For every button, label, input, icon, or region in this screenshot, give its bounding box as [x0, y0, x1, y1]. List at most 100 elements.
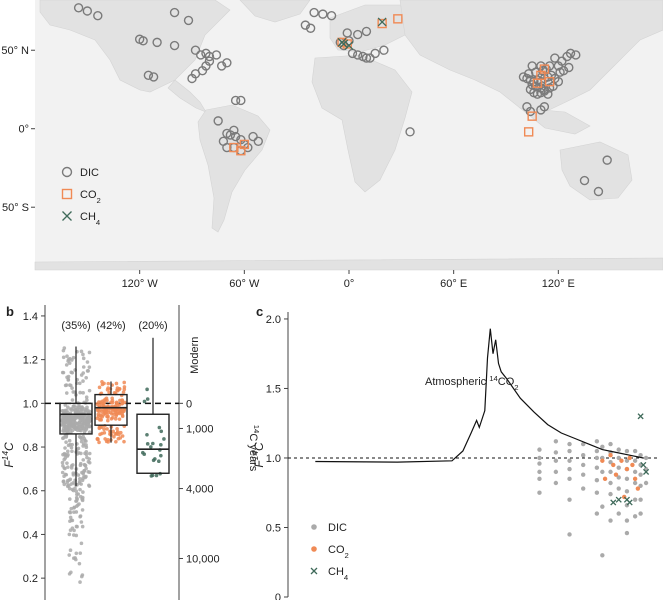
c-y-tick-label: 1.5: [266, 383, 281, 395]
b-point: [81, 490, 85, 494]
b-point: [117, 417, 122, 421]
c-y-tick-label: 2.0: [266, 314, 281, 326]
b-point: [83, 463, 87, 468]
c-point-dic: [594, 465, 600, 470]
map-point-dic: [211, 50, 222, 60]
b-point: [61, 479, 66, 483]
c-point-dic: [537, 469, 542, 475]
map-point-dic: [365, 53, 375, 63]
c-annotation: Atmospheric 14CO2: [425, 374, 519, 392]
antarctica: [34, 257, 663, 271]
b-point: [66, 449, 70, 454]
map-point-dic: [152, 37, 162, 48]
c-point-ch4: [626, 499, 633, 506]
b-point: [120, 398, 124, 402]
b-point: [69, 482, 73, 486]
b-point: [78, 580, 82, 584]
southeast-asia: [519, 107, 591, 135]
b-point: [83, 451, 87, 456]
map-point-dic: [187, 73, 197, 84]
c-point-dic: [537, 490, 542, 495]
map-point-dic: [342, 28, 352, 38]
b-point: [145, 442, 150, 446]
map-legend-marker-dic: [61, 166, 73, 178]
b-point: [74, 489, 79, 494]
c-point-dic: [600, 469, 605, 475]
map-axes: 120° W 60° W 0° 60° E 120° E 50° N 0° 50° S: [1, 45, 575, 290]
b-point: [122, 387, 127, 392]
c-point-dic: [600, 553, 605, 558]
b-point: [61, 409, 66, 413]
b-point: [84, 375, 88, 380]
c-y-tick-label: 1.0: [266, 453, 281, 465]
b-point: [149, 445, 153, 449]
b-point: [87, 430, 92, 435]
b-point: [104, 410, 109, 415]
africa: [311, 54, 413, 193]
b-point: [79, 439, 84, 444]
c-point-co2: [600, 458, 605, 463]
c-point-dic: [581, 472, 586, 477]
b-point: [81, 391, 85, 395]
c-point-dic: [624, 448, 630, 454]
b-point: [73, 556, 77, 560]
b-point: [79, 451, 83, 456]
map-x-tick-label: 0°: [344, 278, 355, 290]
map-point-co2: [239, 139, 250, 150]
map-point-dic: [216, 61, 227, 71]
b-point: [71, 463, 75, 467]
b-point: [78, 551, 83, 555]
b-point: [77, 428, 82, 432]
b-point: [76, 473, 81, 477]
c-y-tick-label: 0: [275, 592, 281, 600]
c-point-co2: [619, 458, 624, 463]
b-point: [68, 528, 73, 533]
map-point-dic: [553, 76, 564, 87]
c-point-dic: [600, 504, 605, 509]
b-point: [66, 465, 70, 469]
b-point: [70, 398, 75, 402]
b-point: [85, 405, 89, 410]
c-point-dic: [594, 439, 600, 444]
c-point-dic: [616, 455, 621, 461]
b-point: [118, 436, 123, 440]
map-point-dic: [253, 136, 263, 146]
b-point: [64, 440, 68, 444]
b-point: [69, 445, 74, 450]
c-point-dic: [638, 483, 643, 488]
b-point: [68, 427, 73, 432]
map-point-dic: [602, 155, 612, 165]
b-point: [70, 370, 75, 375]
b-point: [142, 399, 147, 404]
b-percent-label: (35%): [61, 320, 90, 332]
map-point-dic: [544, 61, 555, 71]
b-point: [67, 510, 72, 514]
c-point-dic: [553, 458, 559, 463]
b-y-axis-label: F14C: [0, 442, 16, 468]
b-point: [61, 436, 65, 441]
c-point-dic: [581, 441, 586, 447]
c-atmospheric-curve: [315, 328, 644, 463]
b-percent-label: (42%): [96, 320, 125, 332]
map-point-dic: [318, 9, 328, 19]
b-point: [80, 524, 85, 529]
b-point: [122, 380, 127, 385]
b-point: [145, 397, 150, 401]
c-point-dic: [567, 497, 572, 502]
map-point-dic: [183, 15, 194, 26]
map-point-dic: [82, 6, 93, 16]
b-point: [87, 457, 92, 461]
b-point: [78, 476, 82, 481]
c-point-dic: [624, 518, 630, 523]
b-point: [106, 414, 110, 419]
b-point: [159, 429, 164, 434]
b-point: [60, 460, 65, 465]
b-point: [86, 369, 90, 373]
b-y-tick-label: 0.4: [23, 529, 38, 541]
map-legend-label-ch4: CH4: [80, 211, 101, 227]
map-y-tick-label: 50° S: [2, 202, 29, 214]
b-point: [80, 470, 84, 475]
b-point: [72, 528, 76, 533]
b-point: [71, 473, 76, 477]
b-point: [69, 506, 74, 511]
